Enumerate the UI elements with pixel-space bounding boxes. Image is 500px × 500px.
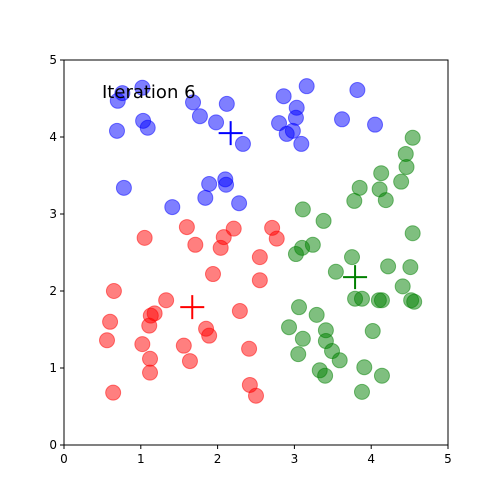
point bbox=[139, 119, 156, 136]
point bbox=[105, 283, 122, 299]
point bbox=[377, 192, 394, 209]
point bbox=[141, 317, 158, 334]
point bbox=[251, 249, 268, 266]
point bbox=[373, 165, 390, 182]
point bbox=[175, 337, 192, 354]
point bbox=[204, 266, 221, 283]
point bbox=[364, 323, 381, 340]
point bbox=[99, 332, 116, 349]
point bbox=[373, 367, 390, 384]
y-tick-label: 4 bbox=[49, 130, 57, 144]
centroid bbox=[180, 295, 205, 320]
point bbox=[298, 78, 315, 95]
point bbox=[308, 306, 325, 323]
point bbox=[191, 108, 208, 125]
point bbox=[367, 116, 384, 133]
y-tick-label: 1 bbox=[49, 361, 57, 375]
point bbox=[158, 292, 175, 309]
point bbox=[108, 122, 125, 139]
point bbox=[271, 115, 288, 132]
point bbox=[142, 350, 159, 367]
point bbox=[134, 79, 151, 96]
point bbox=[402, 259, 419, 276]
point bbox=[380, 258, 397, 275]
point bbox=[212, 239, 229, 256]
point bbox=[404, 129, 421, 146]
point bbox=[404, 225, 421, 242]
point bbox=[294, 330, 311, 347]
point bbox=[178, 219, 195, 236]
centroid bbox=[343, 265, 368, 290]
point bbox=[284, 122, 301, 139]
centroid bbox=[218, 121, 243, 146]
point bbox=[201, 175, 218, 192]
x-tick-label: 5 bbox=[444, 452, 452, 466]
point bbox=[164, 199, 181, 216]
point bbox=[268, 230, 285, 247]
point bbox=[406, 293, 423, 310]
point bbox=[334, 111, 351, 128]
point bbox=[136, 229, 153, 246]
point bbox=[373, 292, 390, 309]
point bbox=[225, 220, 242, 237]
point bbox=[394, 278, 411, 295]
point bbox=[102, 313, 119, 330]
y-tick-label: 5 bbox=[49, 53, 57, 67]
point bbox=[346, 192, 363, 209]
x-tick-label: 4 bbox=[367, 452, 375, 466]
point bbox=[134, 336, 151, 353]
point bbox=[353, 383, 370, 400]
point bbox=[398, 159, 415, 176]
point bbox=[349, 82, 366, 99]
point bbox=[231, 303, 248, 320]
point bbox=[241, 340, 258, 357]
point bbox=[356, 359, 373, 376]
point bbox=[208, 114, 225, 131]
x-tick-label: 3 bbox=[291, 452, 299, 466]
point bbox=[142, 364, 159, 381]
y-tick-label: 3 bbox=[49, 207, 57, 221]
x-tick-label: 2 bbox=[214, 452, 222, 466]
point bbox=[315, 212, 332, 229]
point bbox=[317, 367, 334, 384]
point bbox=[185, 94, 202, 111]
point bbox=[275, 88, 292, 105]
point bbox=[181, 353, 198, 370]
x-tick-label: 1 bbox=[137, 452, 145, 466]
point bbox=[109, 92, 126, 109]
point bbox=[115, 179, 132, 196]
point bbox=[251, 272, 268, 289]
point bbox=[248, 387, 264, 404]
point bbox=[393, 173, 410, 190]
point bbox=[281, 319, 298, 336]
point bbox=[331, 352, 348, 369]
point bbox=[344, 249, 360, 266]
point bbox=[201, 327, 218, 344]
point bbox=[105, 384, 122, 401]
point bbox=[231, 195, 248, 212]
y-tick-label: 2 bbox=[49, 284, 57, 298]
y-tick-label: 0 bbox=[49, 438, 57, 452]
point bbox=[291, 299, 308, 316]
point bbox=[290, 346, 307, 363]
point bbox=[293, 135, 310, 152]
point bbox=[218, 176, 235, 193]
point bbox=[287, 246, 304, 263]
point bbox=[294, 201, 311, 218]
point bbox=[218, 95, 235, 112]
point bbox=[287, 109, 304, 126]
point bbox=[187, 236, 204, 253]
x-tick-label: 0 bbox=[60, 452, 68, 466]
point bbox=[234, 135, 251, 152]
chart-title: Iteration 6 bbox=[102, 82, 196, 103]
point bbox=[353, 290, 370, 307]
point bbox=[197, 189, 214, 206]
plot-frame bbox=[63, 59, 449, 446]
point bbox=[327, 263, 344, 280]
